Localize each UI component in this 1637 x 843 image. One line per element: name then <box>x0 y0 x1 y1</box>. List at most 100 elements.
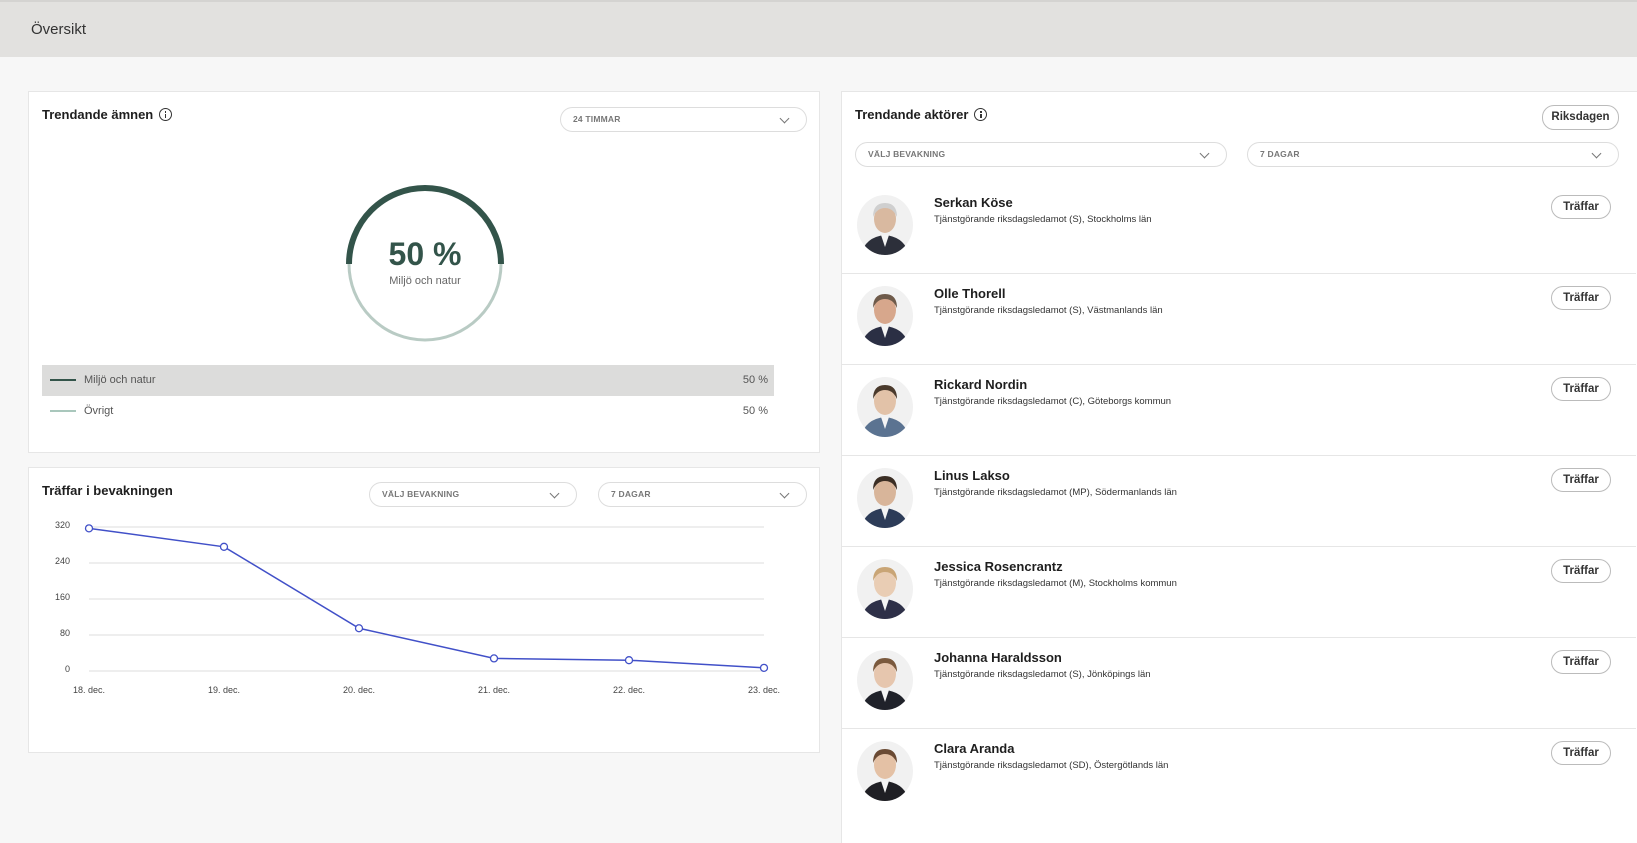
avatar-icon <box>857 195 913 255</box>
avatar <box>857 650 913 710</box>
series-line <box>88 527 765 669</box>
chevron-down-icon <box>779 113 790 124</box>
donut-label: Miljö och natur <box>389 275 461 287</box>
avatar-icon <box>857 650 913 710</box>
info-icon[interactable] <box>974 108 988 121</box>
hits-period-select[interactable]: 7 DAGAR <box>598 482 807 507</box>
page-title: Översikt <box>31 21 87 38</box>
actor-description: Tjänstgörande riksdagsledamot (M), Stock… <box>934 578 1177 589</box>
avatar <box>857 741 913 801</box>
y-tick-label: 0 <box>64 664 70 674</box>
avatar-icon <box>857 377 913 437</box>
chevron-down-icon <box>1199 148 1210 159</box>
actor-name[interactable]: Linus Lakso <box>934 468 1010 483</box>
actor-name[interactable]: Clara Aranda <box>934 741 1015 756</box>
actor-name[interactable]: Johanna Haraldsson <box>934 650 1062 665</box>
topics-period-select[interactable]: 24 TIMMAR <box>560 107 807 132</box>
legend-value: 50 % <box>742 374 768 386</box>
data-point[interactable] <box>354 624 364 633</box>
actor-row[interactable]: Clara Aranda Tjänstgörande riksdagsledamo… <box>842 729 1636 820</box>
data-point[interactable] <box>489 654 499 663</box>
actors-period-value: 7 DAGAR <box>1260 149 1300 159</box>
actor-name[interactable]: Serkan Köse <box>934 195 1013 210</box>
x-tick-label: 21. dec. <box>477 685 511 695</box>
legend-line <box>50 379 76 381</box>
trending-topics-title: Trendande ämnen <box>42 107 154 122</box>
x-tick-label: 20. dec. <box>342 685 376 695</box>
actor-description: Tjänstgörande riksdagsledamot (S), Västm… <box>934 305 1163 316</box>
riksdagen-filter-button[interactable]: Riksdagen <box>1542 105 1619 130</box>
donut-center: 50 % Miljö och natur <box>325 236 525 287</box>
actor-row[interactable]: Linus Lakso Tjänstgörande riksdagsledamot… <box>842 456 1636 547</box>
avatar-icon <box>857 741 913 801</box>
donut-primary-arc <box>346 185 504 265</box>
trending-actors-title: Trendande aktörer <box>855 107 969 122</box>
hits-button[interactable]: Träffar <box>1551 650 1611 674</box>
legend-name: Övrigt <box>84 405 114 417</box>
y-tick-label: 80 <box>59 628 70 638</box>
data-point[interactable] <box>84 524 94 533</box>
y-tick-label: 240 <box>54 556 70 566</box>
hits-watch-value: VÄLJ BEVAKNING <box>382 489 460 499</box>
x-tick-label: 23. dec. <box>747 685 781 695</box>
actor-description: Tjänstgörande riksdagsledamot (S), Stock… <box>934 214 1152 225</box>
avatar <box>857 286 913 346</box>
donut-chart <box>346 185 504 342</box>
avatar <box>857 468 913 528</box>
x-tick-label: 18. dec. <box>72 685 106 695</box>
hits-button[interactable]: Träffar <box>1551 559 1611 583</box>
trending-topics-card: Trendande ämnen 24 TIMMAR 50 % Miljö och… <box>28 91 820 453</box>
actor-description: Tjänstgörande riksdagsledamot (SD), Öste… <box>934 760 1169 771</box>
actor-row[interactable]: Serkan Köse Tjänstgörande riksdagsledamot… <box>842 183 1636 274</box>
avatar <box>857 377 913 437</box>
actors-period-select[interactable]: 7 DAGAR <box>1247 142 1619 167</box>
actor-row[interactable]: Jessica Rosencrantz Tjänstgörande riksdag… <box>842 547 1636 638</box>
actor-row[interactable]: Olle Thorell Tjänstgörande riksdagsledamo… <box>842 274 1636 365</box>
actor-row[interactable]: Rickard Nordin Tjänstgörande riksdagsleda… <box>842 365 1636 456</box>
trending-actors-card: Trendande aktörer Riksdagen VÄLJ BEVAKNI… <box>841 91 1637 843</box>
actor-name[interactable]: Olle Thorell <box>934 286 1006 301</box>
trending-topics-title-wrap: Trendande ämnen <box>42 107 173 122</box>
actors-watch-value: VÄLJ BEVAKNING <box>868 149 946 159</box>
hits-button[interactable]: Träffar <box>1551 468 1611 492</box>
legend-item-ovrigt[interactable]: Övrigt 50 % <box>42 396 774 427</box>
actor-row[interactable]: Johanna Haraldsson Tjänstgörande riksdags… <box>842 638 1636 729</box>
avatar-icon <box>857 286 913 346</box>
legend-line <box>50 410 76 412</box>
actor-name[interactable]: Jessica Rosencrantz <box>934 559 1063 574</box>
topics-period-value: 24 TIMMAR <box>573 114 621 124</box>
line-chart <box>84 524 769 673</box>
legend-item-miljo[interactable]: Miljö och natur 50 % <box>42 365 774 396</box>
data-point[interactable] <box>624 656 634 665</box>
hits-title-wrap: Träffar i bevakningen <box>42 483 173 498</box>
actor-description: Tjänstgörande riksdagsledamot (S), Jönkö… <box>934 669 1151 680</box>
avatar-icon <box>857 559 913 619</box>
chevron-down-icon <box>1591 148 1602 159</box>
x-tick-label: 19. dec. <box>207 685 241 695</box>
hits-card: Träffar i bevakningen VÄLJ BEVAKNING 7 D… <box>28 467 820 753</box>
actor-description: Tjänstgörande riksdagsledamot (MP), Söde… <box>934 487 1177 498</box>
hits-button[interactable]: Träffar <box>1551 286 1611 310</box>
y-tick-label: 160 <box>54 592 70 602</box>
actor-name[interactable]: Rickard Nordin <box>934 377 1028 392</box>
avatar <box>857 195 913 255</box>
x-tick-label: 22. dec. <box>612 685 646 695</box>
data-point[interactable] <box>219 542 229 551</box>
top-bar: Översikt <box>0 0 1637 57</box>
trending-actors-title-wrap: Trendande aktörer <box>855 107 988 122</box>
hits-button[interactable]: Träffar <box>1551 195 1611 219</box>
hits-watch-select[interactable]: VÄLJ BEVAKNING <box>369 482 577 507</box>
avatar <box>857 559 913 619</box>
legend-value: 50 % <box>742 405 768 417</box>
actors-watch-select[interactable]: VÄLJ BEVAKNING <box>855 142 1227 167</box>
hits-period-value: 7 DAGAR <box>611 489 651 499</box>
hits-button[interactable]: Träffar <box>1551 377 1611 401</box>
donut-value: 50 % <box>388 236 462 272</box>
actor-list: Serkan Köse Tjänstgörande riksdagsledamot… <box>842 183 1637 843</box>
actor-description: Tjänstgörande riksdagsledamot (C), Göteb… <box>934 396 1172 407</box>
legend-name: Miljö och natur <box>84 374 156 386</box>
hits-button[interactable]: Träffar <box>1551 741 1611 765</box>
data-point[interactable] <box>759 663 769 673</box>
y-tick-label: 320 <box>54 520 70 530</box>
info-icon[interactable] <box>159 108 173 121</box>
